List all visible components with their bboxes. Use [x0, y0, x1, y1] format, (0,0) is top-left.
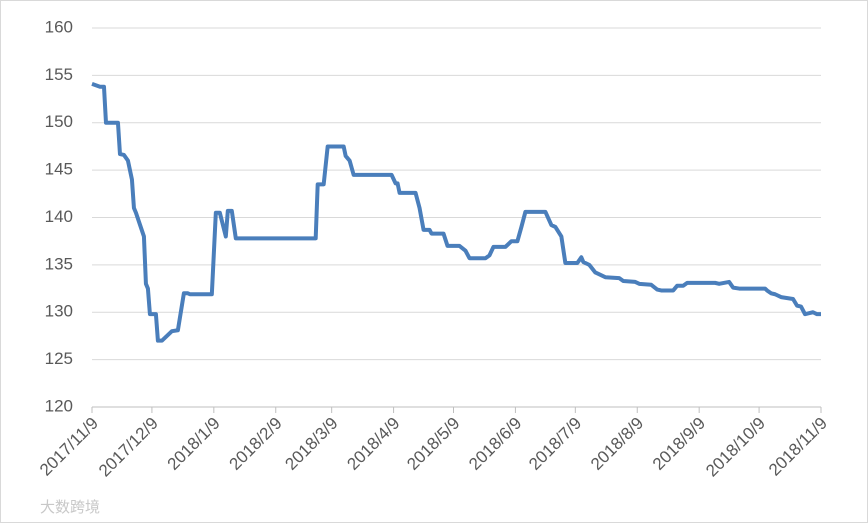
y-tick-label: 160	[45, 17, 73, 36]
y-tick-label: 155	[45, 65, 73, 84]
y-tick-label: 130	[45, 302, 73, 321]
watermark: 大数跨境	[40, 498, 100, 516]
y-tick-label: 125	[45, 349, 73, 368]
y-tick-label: 145	[45, 160, 73, 179]
y-tick-label: 135	[45, 254, 73, 273]
y-tick-label: 140	[45, 207, 73, 226]
data-line	[91, 82, 821, 343]
y-tick-label: 150	[45, 112, 73, 131]
y-tick-label: 120	[45, 396, 73, 415]
